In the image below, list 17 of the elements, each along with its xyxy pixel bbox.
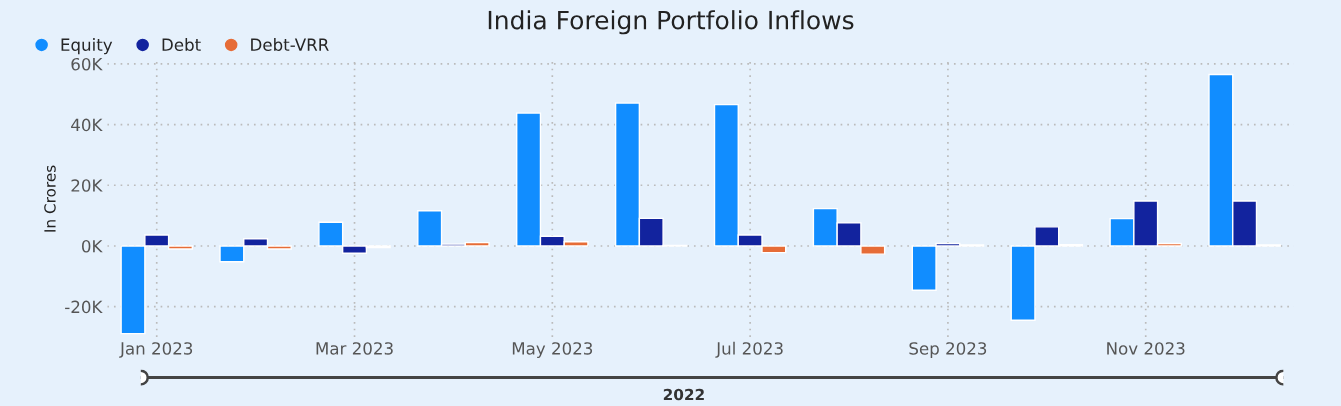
y-tick-label: 40K bbox=[71, 118, 103, 132]
x-tick-label: Nov 2023 bbox=[1107, 342, 1185, 355]
y-tick-label: 60K bbox=[71, 57, 103, 71]
y-tick-label: -20K bbox=[65, 300, 103, 314]
x-tick-label: Mar 2023 bbox=[316, 342, 393, 355]
legend-label: Equity bbox=[61, 38, 113, 55]
x-tick-label: Jan 2023 bbox=[119, 342, 193, 358]
x-tick-label: May 2023 bbox=[512, 342, 593, 358]
y-tick-label: 20K bbox=[71, 179, 103, 192]
x-tick-label: Sep 2023 bbox=[909, 342, 987, 358]
y-tick-label: 0K bbox=[81, 239, 103, 253]
x-tick-label: Jul 2023 bbox=[715, 341, 783, 358]
legend-label: Debt bbox=[162, 38, 201, 51]
y-axis-title: In Crores bbox=[44, 165, 56, 232]
text: 2022 bbox=[663, 388, 704, 401]
legend-label: Debt-VRR bbox=[251, 38, 329, 51]
chart-title: India Foreign Portfolio Inflows bbox=[488, 10, 854, 35]
